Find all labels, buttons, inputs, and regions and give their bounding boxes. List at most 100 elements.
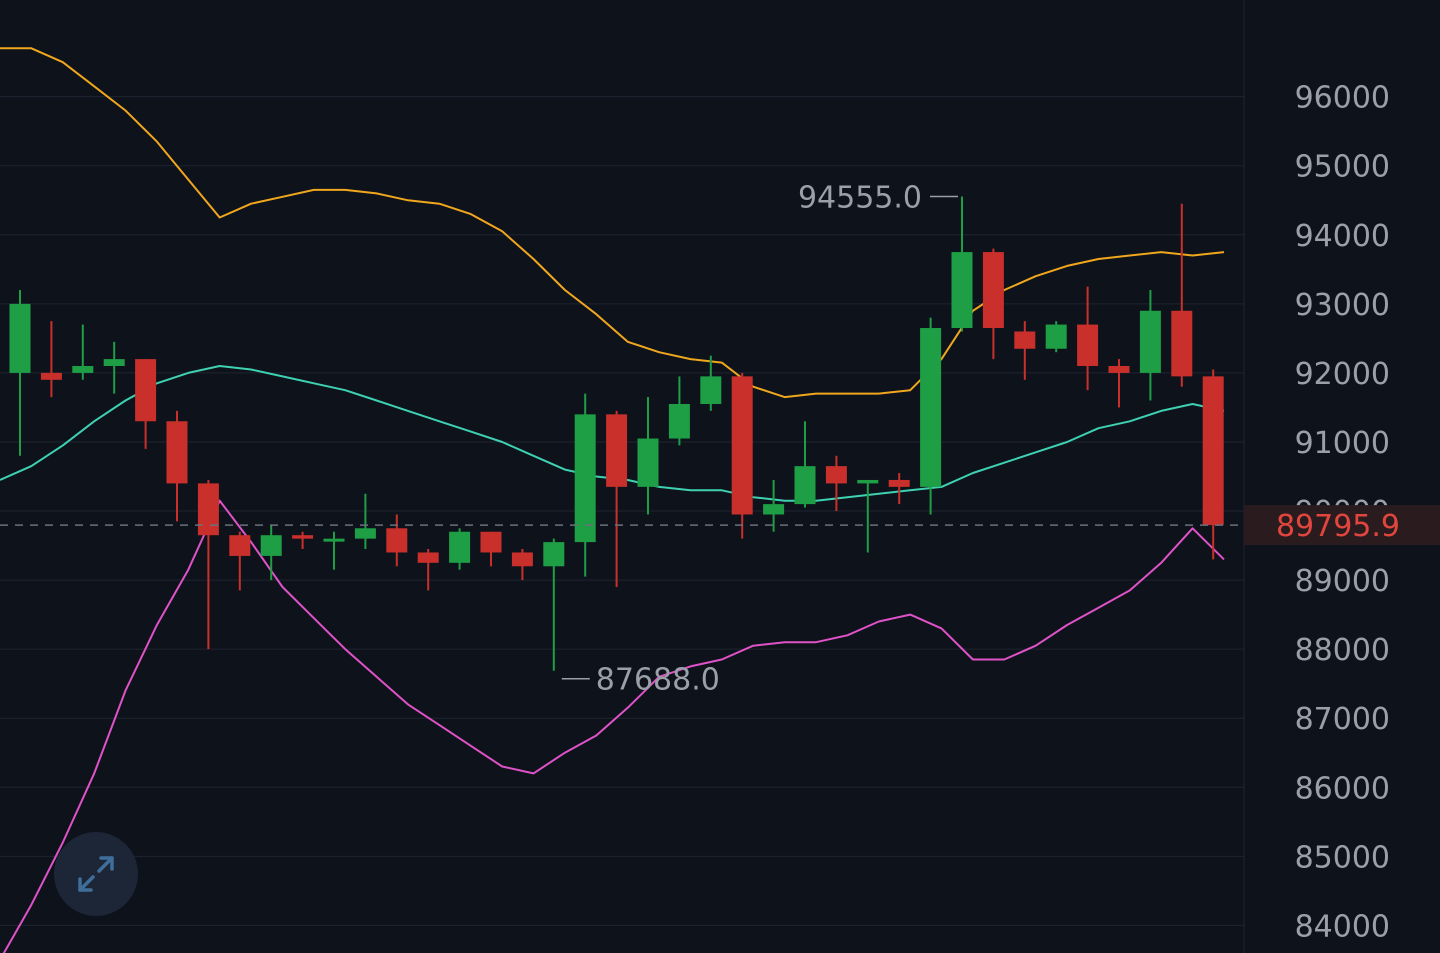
candle[interactable] [920,317,942,515]
y-tick-label: 85000 [1295,840,1390,875]
current-price-line: 89795.9 [0,505,1440,546]
candle[interactable] [606,410,628,587]
candle[interactable] [1202,369,1224,560]
candle[interactable] [1139,290,1161,401]
expand-chart-button[interactable] [54,832,138,916]
candle-body [794,466,816,505]
candle-body [1077,324,1099,367]
candle-body [920,328,942,487]
candle-body [574,414,596,543]
candle-body [763,504,785,515]
candle-body [260,535,282,556]
candle[interactable] [103,341,125,394]
candle-body [1139,310,1161,373]
y-tick-label: 91000 [1295,426,1390,461]
candle[interactable] [449,528,471,570]
candle-body [292,535,314,539]
price-axis: 8400085000860008700088000890009000091000… [1295,81,1390,945]
candle-body [72,366,94,373]
candle[interactable] [574,393,596,577]
candle-body [386,528,408,553]
candle-body [951,252,973,329]
candle-body [982,252,1004,329]
candle-body [1108,366,1130,373]
candle-body [1171,310,1193,377]
candle[interactable] [135,359,157,449]
y-tick-label: 92000 [1295,357,1390,392]
candle[interactable] [637,397,659,515]
candle[interactable] [794,421,816,508]
candle[interactable] [763,479,785,532]
candle-body [731,376,753,515]
candle[interactable] [951,196,973,332]
upper-band-line [0,47,1225,399]
candle[interactable] [386,514,408,567]
candle-body [511,552,533,567]
annotations: 94555.0 87688.0 [561,180,958,698]
candle[interactable] [292,531,314,550]
candle-body [857,479,879,484]
candle-body [417,552,439,563]
candle-body [197,483,219,536]
candle[interactable] [888,473,910,505]
candle[interactable] [323,531,345,570]
lower-band-line [2,499,1225,953]
candle[interactable] [417,549,439,591]
candle[interactable] [480,531,502,567]
candle[interactable] [1077,286,1099,391]
candle-body [668,403,690,439]
candle-body [543,542,565,567]
candle[interactable] [166,410,188,522]
candle[interactable] [1171,203,1193,387]
candle-body [166,421,188,484]
candle-body [700,376,722,404]
y-tick-label: 88000 [1295,633,1390,668]
candle-body [606,414,628,487]
candle[interactable] [668,376,690,446]
candle[interactable] [700,355,722,411]
candle-body [1014,331,1036,349]
y-tick-label: 89000 [1295,564,1390,599]
candle[interactable] [197,479,219,650]
candle-body [1045,324,1067,349]
high-price-label: 94555.0 [798,180,922,215]
y-tick-label: 96000 [1295,81,1390,116]
candle[interactable] [543,538,565,671]
y-tick-label: 87000 [1295,702,1390,737]
candle[interactable] [9,290,31,456]
candle[interactable] [857,479,879,553]
candle[interactable] [260,524,282,581]
candle[interactable] [731,372,753,539]
candle[interactable] [72,324,94,380]
candle[interactable] [229,531,251,591]
y-tick-label: 93000 [1295,288,1390,323]
candle[interactable] [40,321,62,398]
current-price-tag [1244,505,1440,546]
candle-body [229,535,251,556]
candle-body [323,538,345,542]
candle[interactable] [354,493,376,550]
candle-body [637,438,659,487]
candle-body [888,479,910,487]
candle[interactable] [1014,321,1036,380]
low-price-label: 87688.0 [596,663,720,698]
current-price-label: 89795.9 [1276,509,1400,544]
candle-body [135,359,157,422]
candle-body [480,531,502,553]
y-tick-label: 95000 [1295,150,1390,185]
candle[interactable] [511,549,533,581]
expand-icon [78,856,114,892]
candle-body [103,359,125,367]
candle[interactable] [1045,321,1067,353]
candle-body [9,303,31,373]
candle[interactable] [825,455,847,512]
y-tick-label: 86000 [1295,771,1390,806]
candle-body [354,528,376,539]
candle[interactable] [982,248,1004,360]
candle-body [825,466,847,484]
candle[interactable] [1108,359,1130,408]
y-tick-label: 84000 [1295,909,1390,944]
candle-body [1202,376,1224,526]
